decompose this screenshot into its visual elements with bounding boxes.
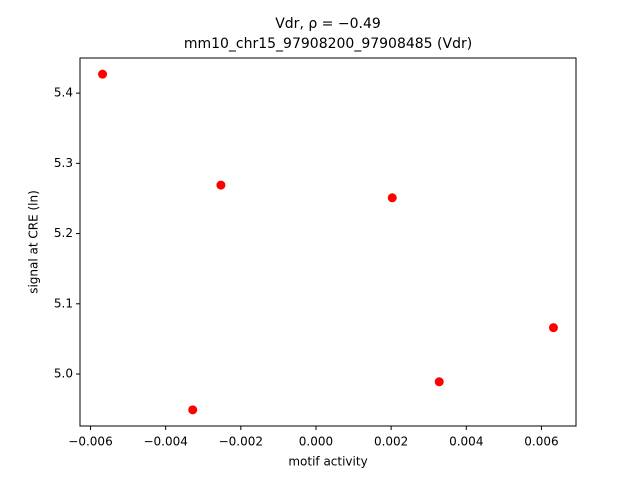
point (216, 180, 226, 190)
y-tick-label: 5.2 (54, 226, 73, 240)
point (548, 323, 558, 333)
x-axis-label: motif activity (288, 455, 367, 469)
x-tick-label: 0.002 (374, 435, 408, 449)
y-axis-label: signal at CRE (ln) (27, 190, 41, 294)
chart-subtitle: mm10_chr15_97908200_97908485 (Vdr) (184, 36, 472, 52)
chart-title: Vdr, ρ = −0.49 (275, 16, 381, 32)
plot-frame (79, 57, 577, 427)
y-tick-label: 5.1 (54, 296, 73, 310)
point (188, 405, 198, 415)
point (387, 193, 397, 203)
x-tick-label: −0.002 (219, 435, 263, 449)
x-tick-label: 0.006 (524, 435, 558, 449)
x-tick-label: −0.004 (143, 435, 187, 449)
x-tick-label: 0.000 (299, 435, 333, 449)
y-tick-label: 5.0 (54, 367, 73, 381)
x-tick-label: 0.004 (449, 435, 483, 449)
y-tick-label: 5.4 (54, 86, 73, 100)
point (98, 69, 108, 79)
y-tick-label: 5.3 (54, 156, 73, 170)
x-tick-label: −0.006 (68, 435, 112, 449)
point (434, 377, 444, 387)
